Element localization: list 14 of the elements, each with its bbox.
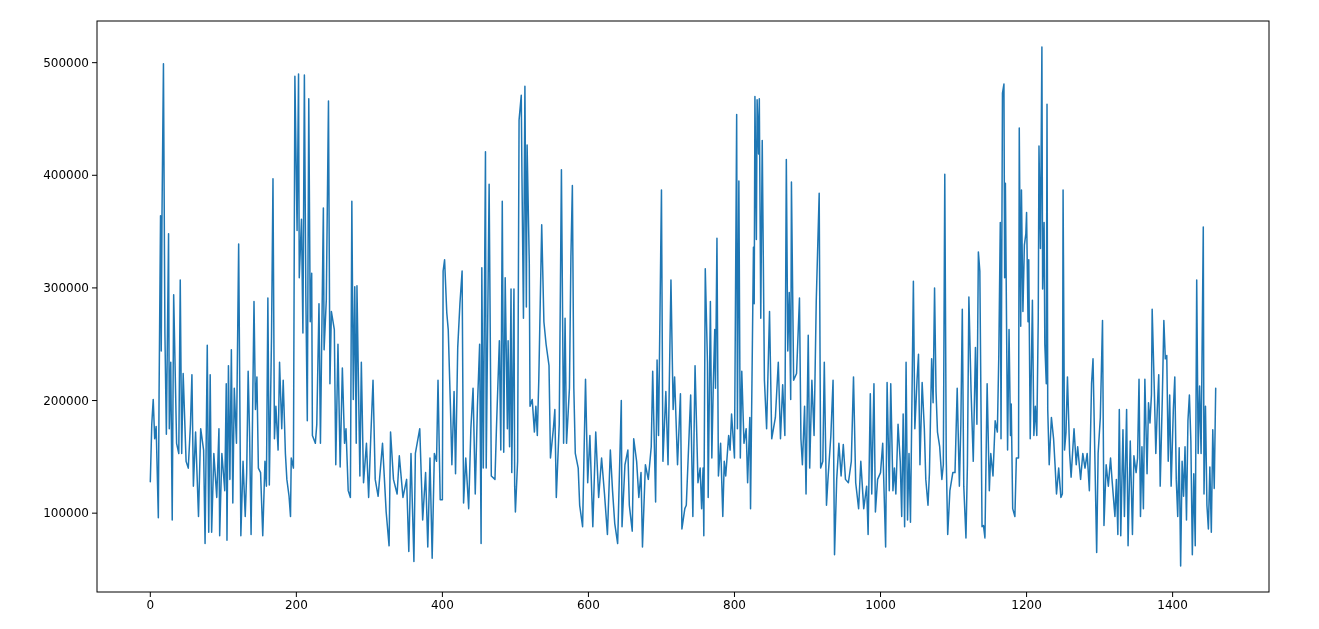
- x-tick-label: 200: [284, 597, 308, 612]
- line-series: [149, 46, 1217, 567]
- y-tick-label: 300000: [43, 281, 89, 296]
- y-tick-label: 400000: [43, 168, 89, 183]
- x-tick-label: 600: [576, 597, 600, 612]
- x-tick-label: 400: [430, 597, 454, 612]
- y-tick-label: 100000: [43, 506, 89, 521]
- y-tick-label: 200000: [43, 393, 89, 408]
- x-tick-label: 1000: [865, 597, 896, 612]
- x-tick-label: 1400: [1157, 597, 1188, 612]
- y-tick-label: 500000: [43, 55, 89, 70]
- x-tick-label: 1200: [1011, 597, 1042, 612]
- x-tick-label: 800: [723, 597, 746, 612]
- x-tick-label: 0: [146, 597, 155, 612]
